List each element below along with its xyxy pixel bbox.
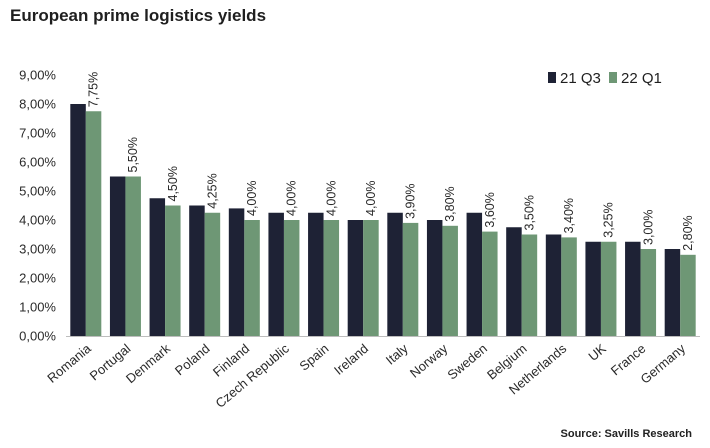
y-tick-label: 9,00% (19, 68, 56, 83)
category-label: Norway (407, 340, 451, 380)
data-label: 7,75% (87, 72, 101, 107)
category-label: Denmark (123, 340, 173, 386)
bar-22-q1 (680, 254, 696, 336)
bar-21-q3 (426, 220, 443, 336)
bar-22-q1 (363, 220, 379, 336)
category-label: Sweden (444, 341, 490, 383)
bar-22-q1 (600, 241, 617, 336)
data-label: 2,80% (681, 215, 695, 250)
bar-22-q1 (165, 205, 181, 336)
bar-22-q1 (244, 220, 260, 336)
data-label: 4,00% (324, 181, 338, 216)
data-label: 4,00% (364, 181, 378, 216)
data-label: 5,50% (126, 137, 140, 172)
bar-21-q3 (585, 241, 601, 336)
bar-22-q1 (561, 237, 577, 336)
bar-22-q1 (402, 222, 419, 336)
data-label: 3,50% (522, 195, 536, 230)
y-tick-label: 6,00% (19, 155, 56, 170)
data-label: 3,40% (562, 198, 576, 233)
bar-22-q1 (85, 111, 102, 336)
legend-label: 21 Q3 (560, 70, 601, 87)
data-label: 4,50% (166, 166, 180, 201)
legend-label: 22 Q1 (621, 70, 662, 87)
chart-title: European prime logistics yields (10, 6, 267, 25)
legend-swatch (609, 72, 617, 83)
bar-22-q1 (204, 212, 221, 336)
y-tick-label: 5,00% (19, 184, 56, 199)
y-tick-label: 4,00% (19, 213, 56, 228)
y-tick-label: 2,00% (19, 271, 56, 286)
bar-21-q3 (347, 220, 364, 336)
data-label: 3,60% (483, 192, 497, 227)
y-tick-label: 7,00% (19, 126, 56, 141)
data-label: 4,25% (205, 173, 219, 208)
category-label: UK (585, 341, 609, 364)
category-label: Ireland (331, 341, 371, 378)
legend-swatch (548, 72, 556, 83)
data-label: 3,25% (602, 202, 616, 237)
bar-21-q3 (506, 227, 522, 336)
y-tick-label: 0,00% (19, 329, 56, 344)
bar-21-q3 (189, 205, 205, 336)
category-label: Italy (383, 340, 411, 367)
y-tick-label: 8,00% (19, 97, 56, 112)
bar-22-q1 (521, 234, 538, 336)
y-tick-label: 1,00% (19, 300, 56, 315)
category-label: Spain (296, 341, 331, 374)
bar-22-q1 (323, 220, 340, 336)
data-label: 3,80% (443, 186, 457, 221)
data-label: 3,00% (641, 210, 655, 245)
y-tick-label: 3,00% (19, 242, 56, 257)
data-label: 3,90% (404, 183, 418, 218)
bar-21-q3 (308, 212, 324, 336)
data-label: 4,00% (245, 181, 259, 216)
bar-22-q1 (442, 225, 458, 336)
bar-22-q1 (482, 231, 498, 336)
category-label: Poland (172, 341, 213, 379)
bar-22-q1 (283, 220, 300, 336)
bar-21-q3 (149, 198, 166, 336)
source-note: Source: Savills Research (560, 428, 692, 440)
bar-22-q1 (640, 249, 657, 336)
bar-21-q3 (625, 241, 641, 336)
bar-21-q3 (545, 234, 562, 336)
bar-21-q3 (109, 176, 126, 336)
category-label: Czech Republic (212, 340, 292, 410)
category-label: Germany (638, 340, 689, 386)
bar-21-q3 (70, 104, 86, 336)
bar-21-q3 (664, 249, 681, 336)
bar-21-q3 (228, 208, 245, 336)
bar-21-q3 (466, 212, 483, 336)
bar-22-q1 (125, 176, 141, 336)
category-label: Romania (44, 340, 94, 385)
bar-21-q3 (387, 212, 403, 336)
bar-21-q3 (268, 212, 284, 336)
data-label: 4,00% (285, 181, 299, 216)
